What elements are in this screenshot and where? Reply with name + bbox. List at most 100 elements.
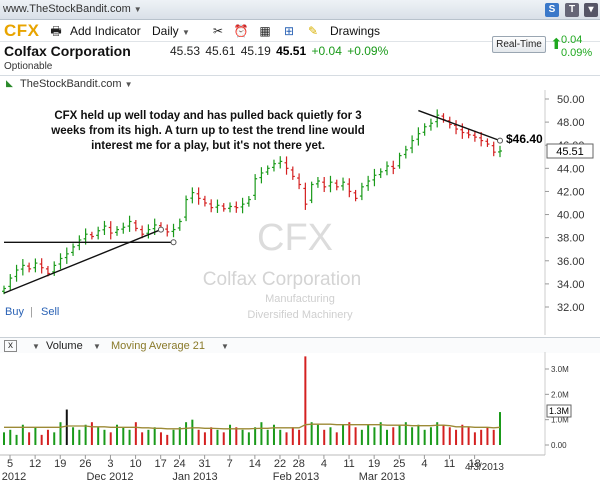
watermark-sector: Manufacturing (265, 293, 335, 305)
collapse-icon[interactable]: ◣ (6, 78, 13, 88)
volume-tag-box (546, 404, 572, 418)
add-icon[interactable]: ⊞ (283, 24, 295, 38)
price-bar (422, 123, 427, 136)
add-indicator-button[interactable]: Add Indicator (70, 24, 141, 38)
svg-text:CFX held up well today and has: CFX held up well today and has pulled ba… (50, 110, 365, 152)
menu-icon[interactable]: ▾ (584, 3, 598, 17)
price-tick-label: 40.00 (557, 210, 585, 222)
trend-line-handle[interactable] (170, 239, 177, 246)
price-bar (391, 160, 396, 175)
moving-average-line (4, 423, 501, 430)
symbol-input[interactable]: CFX (4, 21, 40, 40)
date-tick-label: 7 (227, 458, 233, 470)
tools-icon[interactable]: ✂ (212, 24, 224, 38)
price-bar (20, 259, 25, 276)
date-tick-label: 19 (54, 458, 66, 470)
price-bar (115, 226, 120, 236)
last-value: 45.51 (276, 44, 307, 58)
date-tick-label: 19 (368, 458, 380, 470)
price-bar (410, 135, 415, 154)
notes-icon[interactable]: ✎ (307, 24, 319, 38)
price-bar (334, 179, 339, 191)
price-bar (303, 182, 308, 210)
change-value: +0.04 (311, 44, 342, 58)
dropdown-icon: ▼ (182, 28, 190, 37)
trend-line-handle[interactable] (497, 137, 503, 144)
trend-line[interactable] (418, 109, 501, 142)
date-tick-label: 4 (421, 458, 427, 470)
alarm-icon[interactable]: ⏰ (233, 24, 249, 38)
price-bar (240, 197, 245, 214)
price-bar (171, 223, 176, 238)
optionable-label: Optionable (4, 61, 53, 72)
price-tick-label: 32.00 (557, 302, 585, 314)
close-volume-icon[interactable]: x (4, 340, 17, 352)
real-time-button[interactable]: Real-Time (492, 36, 546, 53)
trend-line-handle[interactable] (157, 226, 164, 233)
price-bar (290, 166, 295, 180)
price-bar (441, 113, 446, 123)
price-bar (228, 202, 233, 213)
price-bar (121, 222, 126, 234)
price-bar (460, 123, 465, 139)
price-bar (58, 253, 63, 270)
volume-tick-label: 2.0M (551, 390, 569, 399)
price-bar (403, 145, 408, 159)
price-bar (378, 168, 383, 179)
price-bar (466, 129, 471, 139)
tools-t-button[interactable]: T (565, 3, 579, 17)
buy-button[interactable]: Buy (5, 306, 24, 318)
chart-toolbar (0, 20, 600, 42)
price-bar (27, 262, 32, 273)
price-bar (366, 175, 371, 191)
price-bar (184, 195, 189, 222)
price-bar (271, 159, 276, 172)
moving-average-label[interactable]: Moving Average 21 (111, 340, 205, 352)
price-bar (472, 130, 477, 142)
date-tick-label: 31 (199, 458, 211, 470)
price-bar (384, 161, 389, 176)
price-bar (96, 226, 101, 240)
volume-header: x ▼ Volume ▼ Moving Average 21 ▼ (0, 337, 600, 353)
date-tick-label: 10 (129, 458, 141, 470)
chart-header: ◣ TheStockBandit.com ▼ (0, 75, 600, 91)
printer-icon[interactable]: 🖶 (50, 24, 62, 38)
price-bar (315, 177, 320, 188)
interval-label: Daily (152, 24, 179, 38)
dropdown-icon[interactable]: ▼ (221, 342, 229, 351)
dropdown-icon: ▼ (124, 80, 133, 89)
date-tick-label: 4 (321, 458, 327, 470)
watermark: CFX Colfax Corporation Manufacturing Div… (203, 217, 361, 321)
price-bar (246, 196, 251, 207)
volume-label[interactable]: Volume (46, 340, 83, 352)
volume-tick-label: 3.0M (551, 365, 569, 374)
price-bar (215, 199, 220, 213)
price-bar (341, 177, 346, 191)
dropdown-icon: ▼ (133, 5, 142, 14)
price-bar (64, 247, 69, 264)
trend-line[interactable] (3, 228, 162, 294)
month-label: Jan 2013 (172, 471, 217, 482)
price-tick-label: 38.00 (557, 233, 585, 245)
site-url[interactable]: www.TheStockBandit.com ▼ (3, 3, 142, 15)
stockbandit-s-button[interactable]: S (545, 3, 559, 17)
sell-button[interactable]: Sell (41, 306, 60, 318)
price-bar (297, 173, 302, 190)
dropdown-icon[interactable]: ▼ (32, 342, 40, 351)
dropdown-icon[interactable]: ▼ (93, 342, 101, 351)
price-bar (353, 189, 358, 202)
price-bar (39, 258, 44, 274)
price-tick-label: 34.00 (557, 279, 585, 291)
price-bar (102, 220, 107, 236)
watermark-company: Colfax Corporation (203, 269, 361, 290)
ohlc-values: 45.53 45.61 45.19 45.51 +0.04 +0.09% (170, 44, 388, 58)
date-tick-label: 5 (7, 458, 13, 470)
calculator-icon[interactable]: ▦ (259, 24, 271, 38)
interval-select[interactable]: Daily ▼ (152, 24, 190, 38)
price-bar (322, 177, 327, 193)
drawings-button[interactable]: Drawings (330, 24, 381, 38)
price-bar (454, 120, 459, 135)
chart-source[interactable]: TheStockBandit.com ▼ (20, 78, 132, 90)
price-bar (8, 274, 13, 291)
price-bar (14, 264, 19, 282)
